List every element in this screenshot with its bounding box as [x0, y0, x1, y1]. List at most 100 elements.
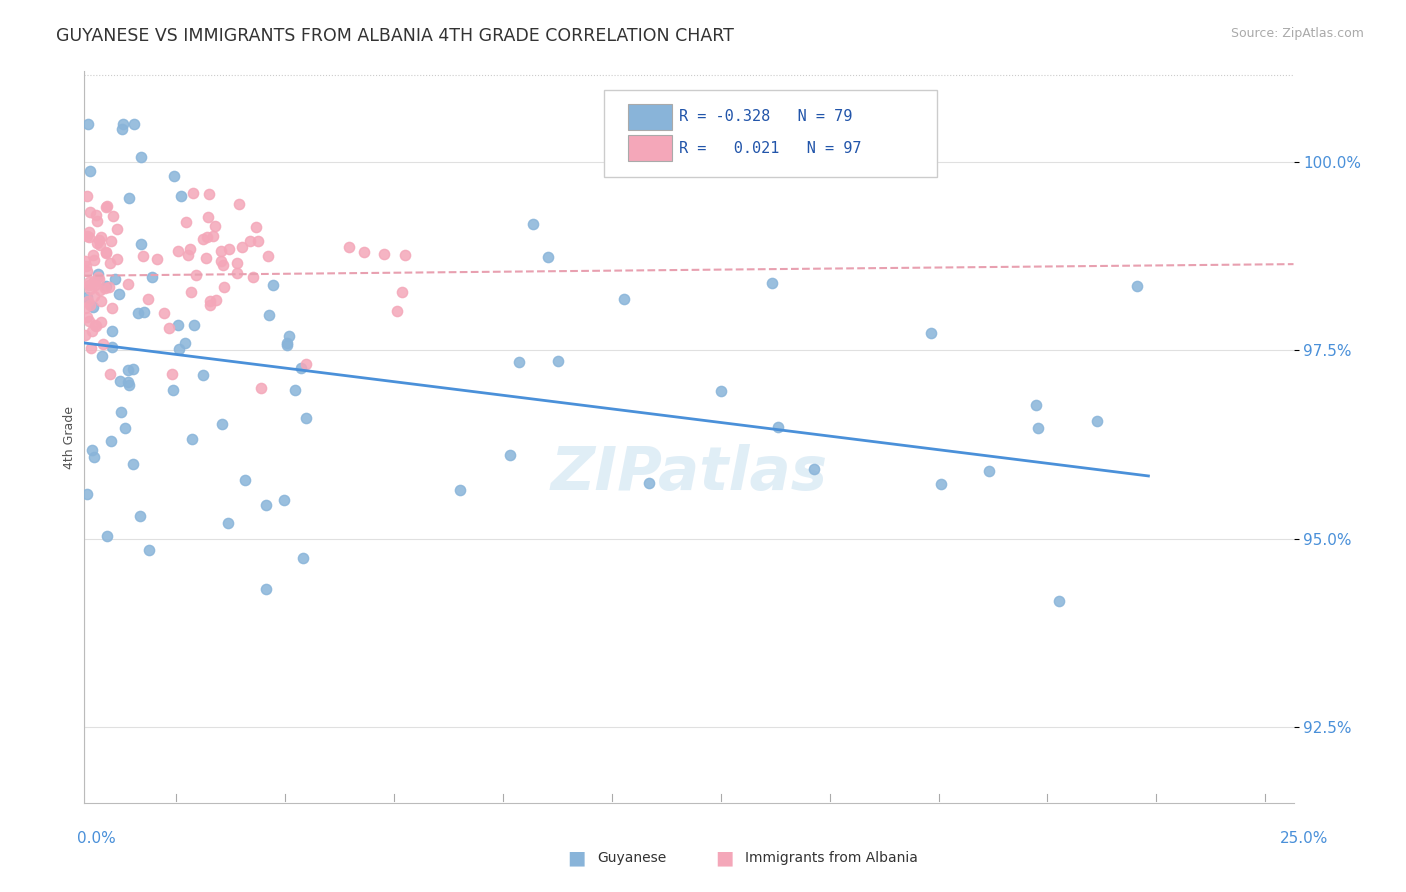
Point: [191, 232, 214, 246]
Point: [198, 298, 221, 312]
Point: [710, 384, 733, 398]
Point: [174, 215, 197, 229]
Point: [101, 210, 124, 224]
Point: [84, 208, 107, 222]
Point: [181, 186, 204, 200]
Point: [89, 283, 111, 297]
Point: [128, 509, 150, 524]
Point: [209, 244, 232, 258]
Point: [291, 551, 314, 566]
FancyBboxPatch shape: [628, 103, 672, 130]
Point: [1025, 398, 1047, 412]
Point: [231, 240, 253, 254]
Point: [96, 278, 118, 293]
Point: [76, 189, 98, 203]
Point: [77, 277, 100, 292]
Point: [75, 301, 97, 315]
Point: [162, 383, 184, 397]
Point: [205, 293, 228, 308]
Point: [86, 267, 108, 281]
Point: [90, 315, 112, 329]
Point: [537, 250, 560, 264]
Point: [77, 225, 100, 239]
Point: [117, 375, 139, 389]
Point: [77, 294, 100, 309]
Point: [239, 234, 262, 248]
Point: [79, 164, 101, 178]
Point: [276, 336, 298, 351]
Point: [77, 117, 100, 131]
Point: [118, 191, 141, 205]
Point: [522, 217, 544, 231]
Point: [87, 233, 110, 247]
Point: [84, 318, 107, 333]
Point: [290, 360, 312, 375]
Point: [86, 214, 108, 228]
Point: [167, 318, 190, 332]
Point: [262, 277, 284, 292]
Point: [226, 266, 249, 280]
Point: [118, 378, 141, 392]
Text: 25.0%: 25.0%: [1281, 831, 1329, 846]
Point: [162, 367, 184, 381]
Point: [167, 244, 190, 258]
Point: [508, 355, 530, 369]
Point: [141, 269, 163, 284]
Point: [242, 270, 264, 285]
Point: [75, 259, 97, 273]
Point: [163, 169, 186, 183]
Point: [212, 279, 235, 293]
Point: [75, 253, 97, 268]
Point: [107, 252, 129, 267]
Point: [80, 324, 103, 338]
Point: [100, 434, 122, 449]
Point: [94, 245, 117, 260]
Point: [613, 292, 636, 306]
Point: [93, 280, 115, 294]
Point: [1085, 413, 1108, 427]
Point: [100, 234, 122, 248]
Point: [169, 342, 191, 356]
Point: [94, 245, 117, 260]
Text: ■: ■: [567, 848, 586, 868]
Point: [83, 277, 105, 292]
Point: [179, 242, 201, 256]
Point: [186, 268, 208, 283]
Point: [191, 368, 214, 383]
Point: [114, 421, 136, 435]
Point: [198, 187, 221, 202]
Point: [146, 252, 169, 266]
Point: [107, 286, 129, 301]
Point: [101, 301, 124, 315]
Point: [97, 279, 120, 293]
Point: [77, 313, 100, 327]
Text: Guyanese: Guyanese: [598, 851, 666, 865]
Point: [82, 247, 104, 261]
Point: [337, 240, 360, 254]
Point: [637, 476, 659, 491]
Point: [201, 228, 224, 243]
Point: [86, 235, 108, 250]
Point: [77, 230, 100, 244]
Point: [131, 150, 153, 164]
Point: [76, 229, 98, 244]
Point: [76, 264, 98, 278]
Point: [96, 199, 118, 213]
Point: [204, 219, 226, 233]
Point: [212, 258, 235, 272]
Point: [76, 290, 98, 304]
Point: [76, 310, 98, 324]
Point: [209, 253, 232, 268]
Point: [929, 476, 952, 491]
Point: [183, 318, 205, 332]
Point: [254, 582, 277, 596]
Point: [122, 457, 145, 471]
Point: [254, 498, 277, 512]
Point: [87, 272, 110, 286]
Point: [977, 464, 1000, 478]
Point: [233, 473, 256, 487]
Text: ■: ■: [714, 848, 734, 868]
Point: [104, 271, 127, 285]
Point: [157, 321, 180, 335]
Point: [82, 300, 104, 314]
